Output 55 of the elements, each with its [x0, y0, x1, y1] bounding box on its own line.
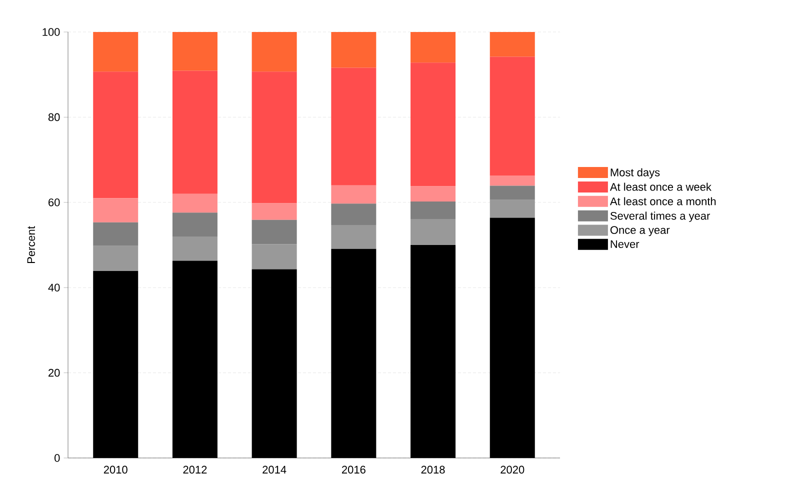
bar [490, 32, 535, 57]
y-tick-label: 40 [48, 284, 60, 292]
bar [490, 176, 535, 186]
bar [93, 270, 138, 458]
x-tick-label: 2018 [421, 466, 445, 474]
bar [331, 204, 376, 225]
bar [490, 186, 535, 200]
bar [331, 224, 376, 249]
bar [172, 212, 218, 236]
y-tick-label: 60 [48, 198, 60, 206]
bar [172, 260, 218, 458]
bar [252, 32, 297, 72]
legend-label: Several times a year [610, 212, 710, 222]
legend-label: Never [610, 240, 640, 248]
bar [410, 62, 456, 186]
bar [93, 246, 138, 271]
x-tick-label: 2014 [262, 466, 286, 474]
bar [252, 203, 297, 220]
bar [93, 222, 138, 246]
bar [410, 219, 456, 245]
bar [252, 269, 297, 458]
bar [410, 202, 456, 220]
bar [410, 244, 456, 458]
bar [93, 72, 138, 198]
x-tick-label: 2020 [500, 466, 524, 474]
bar [93, 198, 138, 222]
x-tick-label: 2016 [342, 466, 366, 474]
bar [490, 200, 535, 218]
legend-label: At least once a week [610, 182, 712, 191]
bar [331, 248, 376, 458]
legend-label: Once a year [610, 226, 670, 236]
x-tick-label: 2012 [183, 466, 207, 474]
legend-label: At least once a month [610, 197, 716, 206]
y-axis-title: Percent [27, 226, 35, 264]
bar [252, 244, 297, 270]
bar [331, 68, 376, 186]
bar [93, 32, 138, 72]
bar [410, 32, 456, 63]
bar [331, 185, 376, 204]
bar [172, 236, 218, 261]
bar [410, 186, 456, 202]
bar [490, 218, 535, 458]
bar [172, 70, 218, 194]
bar [252, 220, 297, 244]
bar [490, 56, 535, 176]
y-tick-label: 100 [42, 28, 60, 36]
y-tick-label: 80 [48, 113, 60, 122]
bar [331, 32, 376, 68]
x-tick-label: 2010 [104, 466, 128, 474]
legend-label: Most days [610, 168, 660, 178]
bar [172, 194, 218, 213]
bar [172, 32, 218, 71]
bar [252, 72, 297, 204]
y-tick-label: 0 [54, 454, 60, 462]
y-tick-label: 20 [48, 368, 60, 377]
